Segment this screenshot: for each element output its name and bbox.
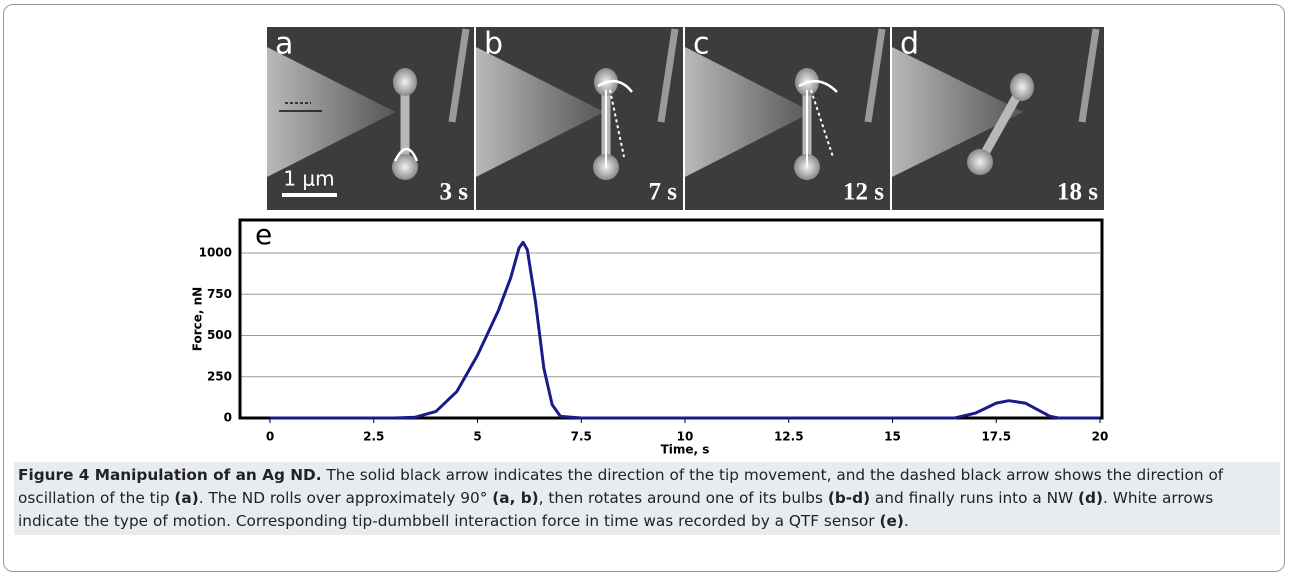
x-tick-label: 2.5 xyxy=(363,430,384,444)
panel-label: e xyxy=(255,218,272,251)
force-line xyxy=(270,240,1100,420)
figure-frame xyxy=(3,4,1285,572)
caption-text: (e) xyxy=(879,512,904,530)
x-tick-label: 5 xyxy=(473,430,481,444)
caption-text: (a) xyxy=(174,489,199,507)
caption-text: (a, b) xyxy=(492,489,539,507)
x-axis-title: Time, s xyxy=(661,443,710,457)
panel-time: 18 s xyxy=(1057,179,1098,206)
caption-text: . White arrows indicate the type of moti… xyxy=(18,489,1214,530)
y-tick-label: 1000 xyxy=(199,246,232,260)
caption: Figure 4 Manipulation of an Ag ND. The s… xyxy=(14,462,1280,535)
caption-text: The solid black arrow indicates the dire… xyxy=(18,466,1224,507)
image-panel: d 18 s xyxy=(892,27,1104,210)
caption-text: . The ND rolls over approximately 90° xyxy=(198,489,493,507)
caption-text: (d) xyxy=(1078,489,1103,507)
panel-time: 12 s xyxy=(843,179,884,206)
y-tick-label: 0 xyxy=(224,411,232,425)
y-tick-label: 500 xyxy=(207,328,232,342)
plot-frame xyxy=(238,218,1104,420)
x-tick-label: 10 xyxy=(677,430,694,444)
figure: 1 μm a 3 s b 7 s c 12 s d 18 s 0 250 500 750 1000 0 2.… xyxy=(191,27,1109,457)
panel-time: 3 s xyxy=(440,179,469,206)
x-tick-label: 15 xyxy=(884,430,901,444)
y-axis-title: Force, nN xyxy=(191,287,205,351)
panel-label: b xyxy=(484,27,503,62)
caption-text: and finally runs into a NW xyxy=(870,489,1079,507)
x-tick-label: 0 xyxy=(266,430,274,444)
x-tick-label: 17.5 xyxy=(981,430,1011,444)
panel-label: a xyxy=(275,27,293,62)
x-tick-label: 20 xyxy=(1092,430,1109,444)
x-tick-label: 12.5 xyxy=(774,430,804,444)
x-tick-label: 7.5 xyxy=(571,430,592,444)
y-tick-label: 750 xyxy=(207,287,232,301)
y-tick-label: 250 xyxy=(207,369,232,383)
panel-label: c xyxy=(693,27,710,62)
panel-time: 7 s xyxy=(649,179,678,206)
caption-text: Figure 4 Manipulation of an Ag ND. xyxy=(18,466,322,484)
panel-label: d xyxy=(900,27,919,62)
image-panel: b 7 s xyxy=(476,27,683,210)
image-panel: c 12 s xyxy=(685,27,890,210)
image-panel: 1 μm a 3 s xyxy=(267,27,474,210)
scale-bar-label: 1 μm xyxy=(283,167,334,191)
caption-text: , then rotates around one of its bulbs xyxy=(538,489,828,507)
caption-text: . xyxy=(903,512,909,530)
caption-text: (b-d) xyxy=(827,489,871,507)
